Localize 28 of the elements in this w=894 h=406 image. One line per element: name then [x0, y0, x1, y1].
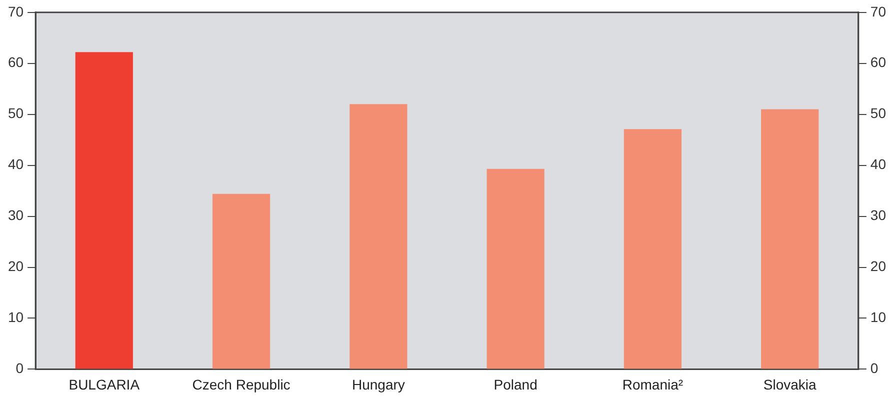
x-tick-label: Slovakia	[763, 376, 817, 392]
bar	[486, 168, 544, 369]
bar	[212, 194, 270, 369]
y-tick-label: 30	[8, 207, 24, 224]
y-tick-label: 40	[8, 156, 24, 172]
y2-tick-label: 50	[870, 105, 886, 122]
y2-tick-label: 20	[870, 258, 886, 274]
y-tick-label: 60	[8, 54, 24, 70]
bar	[624, 129, 682, 369]
bar	[761, 109, 819, 369]
x-tick-label: Poland	[494, 376, 538, 392]
y-tick-label: 70	[8, 3, 24, 20]
y2-tick-label: 60	[870, 54, 886, 70]
y-tick-label: 0	[16, 360, 24, 376]
y2-tick-label: 30	[870, 207, 886, 224]
y-tick-label: 20	[8, 258, 24, 274]
y-tick-label: 50	[8, 105, 24, 122]
y2-tick-label: 40	[870, 156, 886, 172]
x-tick-label: Czech Republic	[192, 376, 290, 392]
y2-tick-label: 10	[870, 309, 886, 326]
bar	[75, 52, 133, 369]
y2-tick-label: 70	[870, 3, 886, 20]
x-tick-label: Hungary	[352, 376, 405, 392]
bar	[350, 104, 408, 369]
x-tick-label: Romania²	[622, 376, 684, 392]
y2-tick-label: 0	[870, 360, 878, 376]
y-tick-label: 10	[8, 309, 24, 326]
x-tick-label: BULGARIA	[68, 376, 140, 392]
